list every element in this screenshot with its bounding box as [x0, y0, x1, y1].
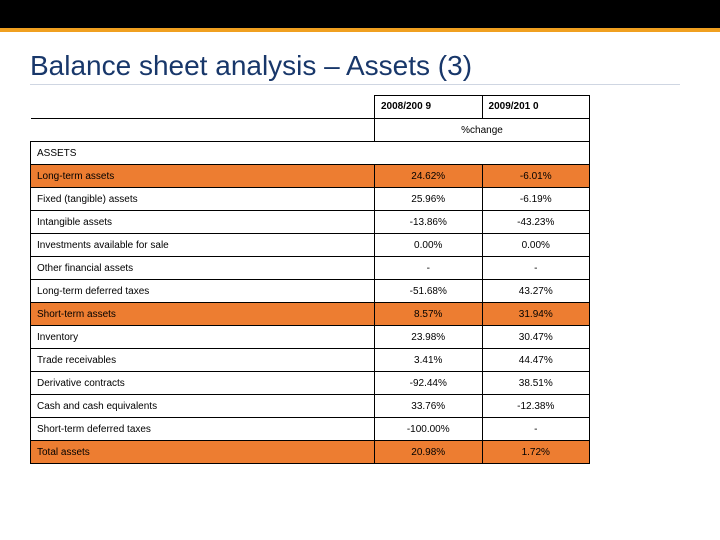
table-row: Total assets20.98%1.72% [31, 441, 590, 464]
row-label: Short-term assets [31, 303, 375, 326]
table-row: Cash and cash equivalents33.76%-12.38% [31, 395, 590, 418]
table-row: Long-term assets24.62%-6.01% [31, 165, 590, 188]
header-year1: 2008/200 9 [374, 96, 482, 119]
accent-bar [0, 28, 720, 32]
row-value-2: 0.00% [482, 234, 589, 257]
table-header-pct: %change [31, 119, 590, 142]
row-label: Trade receivables [31, 349, 375, 372]
row-label: Short-term deferred taxes [31, 418, 375, 441]
row-value-2: 1.72% [482, 441, 589, 464]
table-header-years: 2008/200 9 2009/201 0 [31, 96, 590, 119]
row-label: Investments available for sale [31, 234, 375, 257]
row-value-1: 0.00% [374, 234, 482, 257]
balance-sheet-table: 2008/200 9 2009/201 0 %change ASSETS Lon… [30, 95, 590, 464]
row-value-1: -13.86% [374, 211, 482, 234]
row-value-2: - [482, 257, 589, 280]
row-label: Fixed (tangible) assets [31, 188, 375, 211]
row-label: Long-term assets [31, 165, 375, 188]
table-row: Long-term deferred taxes-51.68%43.27% [31, 280, 590, 303]
row-value-1: 20.98% [374, 441, 482, 464]
row-label: Total assets [31, 441, 375, 464]
table-row: Short-term deferred taxes-100.00%- [31, 418, 590, 441]
row-label: Inventory [31, 326, 375, 349]
row-value-2: 43.27% [482, 280, 589, 303]
row-value-1: -92.44% [374, 372, 482, 395]
row-label: Derivative contracts [31, 372, 375, 395]
row-value-2: 38.51% [482, 372, 589, 395]
row-value-1: 8.57% [374, 303, 482, 326]
row-label: Long-term deferred taxes [31, 280, 375, 303]
row-value-1: 25.96% [374, 188, 482, 211]
row-value-2: 44.47% [482, 349, 589, 372]
row-value-2: 30.47% [482, 326, 589, 349]
row-value-1: 33.76% [374, 395, 482, 418]
table-row: Other financial assets-- [31, 257, 590, 280]
header-blank [31, 96, 375, 119]
row-value-2: -6.19% [482, 188, 589, 211]
row-label: Cash and cash equivalents [31, 395, 375, 418]
header-year2: 2009/201 0 [482, 96, 589, 119]
row-value-1: 3.41% [374, 349, 482, 372]
table-row: Derivative contracts-92.44%38.51% [31, 372, 590, 395]
row-value-1: -51.68% [374, 280, 482, 303]
section-label: ASSETS [31, 142, 590, 165]
table-row: Fixed (tangible) assets25.96%-6.19% [31, 188, 590, 211]
table-row: Intangible assets-13.86%-43.23% [31, 211, 590, 234]
row-value-2: -12.38% [482, 395, 589, 418]
row-value-1: 24.62% [374, 165, 482, 188]
table-row: Investments available for sale0.00%0.00% [31, 234, 590, 257]
row-value-1: -100.00% [374, 418, 482, 441]
table-row: Inventory23.98%30.47% [31, 326, 590, 349]
row-value-2: - [482, 418, 589, 441]
row-value-2: -43.23% [482, 211, 589, 234]
row-value-1: - [374, 257, 482, 280]
table-row: Short-term assets8.57%31.94% [31, 303, 590, 326]
header-blank2 [31, 119, 375, 142]
row-label: Intangible assets [31, 211, 375, 234]
top-bar [0, 0, 720, 28]
row-value-2: -6.01% [482, 165, 589, 188]
row-value-2: 31.94% [482, 303, 589, 326]
page-title: Balance sheet analysis – Assets (3) [30, 50, 680, 85]
row-label: Other financial assets [31, 257, 375, 280]
row-value-1: 23.98% [374, 326, 482, 349]
header-pct-label: %change [374, 119, 589, 142]
section-row-assets: ASSETS [31, 142, 590, 165]
table-row: Trade receivables3.41%44.47% [31, 349, 590, 372]
